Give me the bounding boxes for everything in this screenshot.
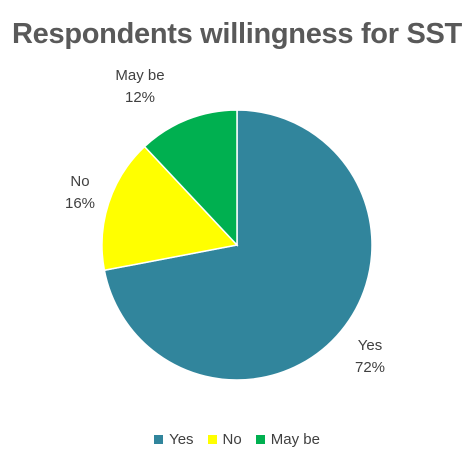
legend-swatch-may-be [255,435,265,444]
legend-item-may-be: May be [255,431,320,448]
legend-label-yes: Yes [169,431,194,448]
legend-label-no: No [222,431,242,448]
legend-item-no: No [207,431,242,448]
slice-label-value-may-be: 12% [125,89,155,106]
legend-swatch-yes [154,435,164,444]
legend-item-yes: Yes [154,431,194,448]
pie-labels: Yes 72% No 16% May be 12% [65,67,385,376]
pie-slice-no [101,145,239,272]
chart-title: Respondents willingness for SST [12,18,462,50]
legend: Yes No May be [0,431,474,448]
slice-label-name-may-be: May be [115,67,164,84]
slice-label-value-no: 16% [65,195,95,212]
pie-slice-may-be [143,109,238,247]
slice-label-value-yes: 72% [355,359,385,376]
slice-label-name-yes: Yes [358,337,382,354]
pie-slice-yes [103,109,373,381]
legend-swatch-no [207,435,217,444]
pie-slices [101,109,373,381]
slice-label-name-no: No [70,173,89,190]
legend-label-may-be: May be [270,431,320,448]
